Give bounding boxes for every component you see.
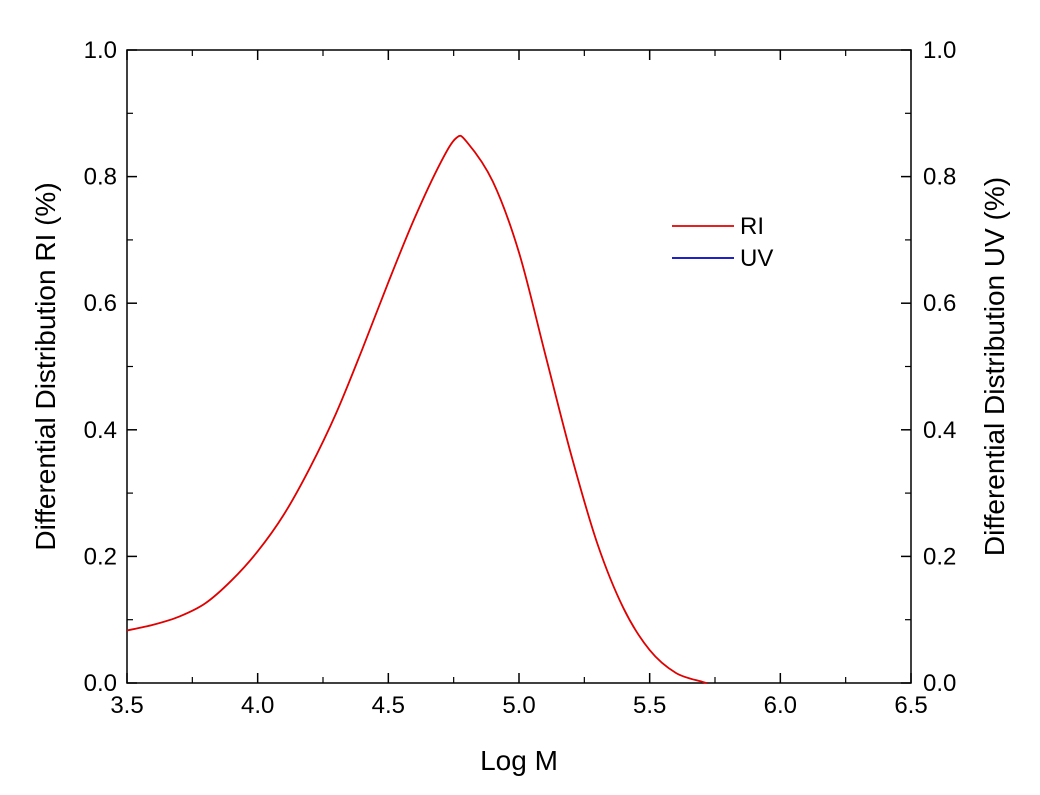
y-tick-label-right: 0.8: [923, 164, 956, 191]
y-tick-label-right: 1.0: [923, 37, 956, 64]
legend: RI UV: [672, 213, 773, 272]
y-tick-label-right: 0.0: [923, 670, 956, 697]
y-tick-label-left: 0.6: [84, 290, 117, 317]
x-tick-label: 6.5: [894, 692, 927, 719]
series-layer: [126, 134, 708, 684]
plot-frame: [126, 49, 912, 684]
y-tick-label-left: 0.0: [84, 670, 117, 697]
x-tick-label: 4.5: [372, 692, 405, 719]
series-line-ri: [126, 134, 708, 684]
x-tick-label: 5.0: [502, 692, 535, 719]
tick-labels: 3.5 4.0 4.5 5.0 5.5 6.0 6.50.0 0.00.2 0.20.4 0.40…: [84, 37, 957, 719]
x-tick-label: 6.0: [764, 692, 797, 719]
y-axis-title-left: Differential Distribution RI (%): [30, 182, 61, 550]
y-tick-label-left: 0.2: [84, 543, 117, 570]
x-tick-label: 5.5: [633, 692, 666, 719]
y-tick-label-right: 0.2: [923, 543, 956, 570]
y-tick-label-left: 0.4: [84, 417, 117, 444]
legend-label-ri: RI: [740, 213, 764, 240]
plot-area-border: [126, 49, 912, 684]
y-tick-label-left: 1.0: [84, 37, 117, 64]
x-tick-label: 3.5: [110, 692, 143, 719]
x-tick-label: 4.0: [241, 692, 274, 719]
y-axis-title-right: Differential Distribution UV (%): [979, 177, 1010, 556]
axis-ticks: [126, 49, 912, 684]
y-tick-label-right: 0.6: [923, 290, 956, 317]
legend-label-uv: UV: [740, 245, 773, 272]
y-tick-label-right: 0.4: [923, 417, 956, 444]
y-tick-label-left: 0.8: [84, 164, 117, 191]
x-axis-title: Log M: [480, 745, 558, 776]
